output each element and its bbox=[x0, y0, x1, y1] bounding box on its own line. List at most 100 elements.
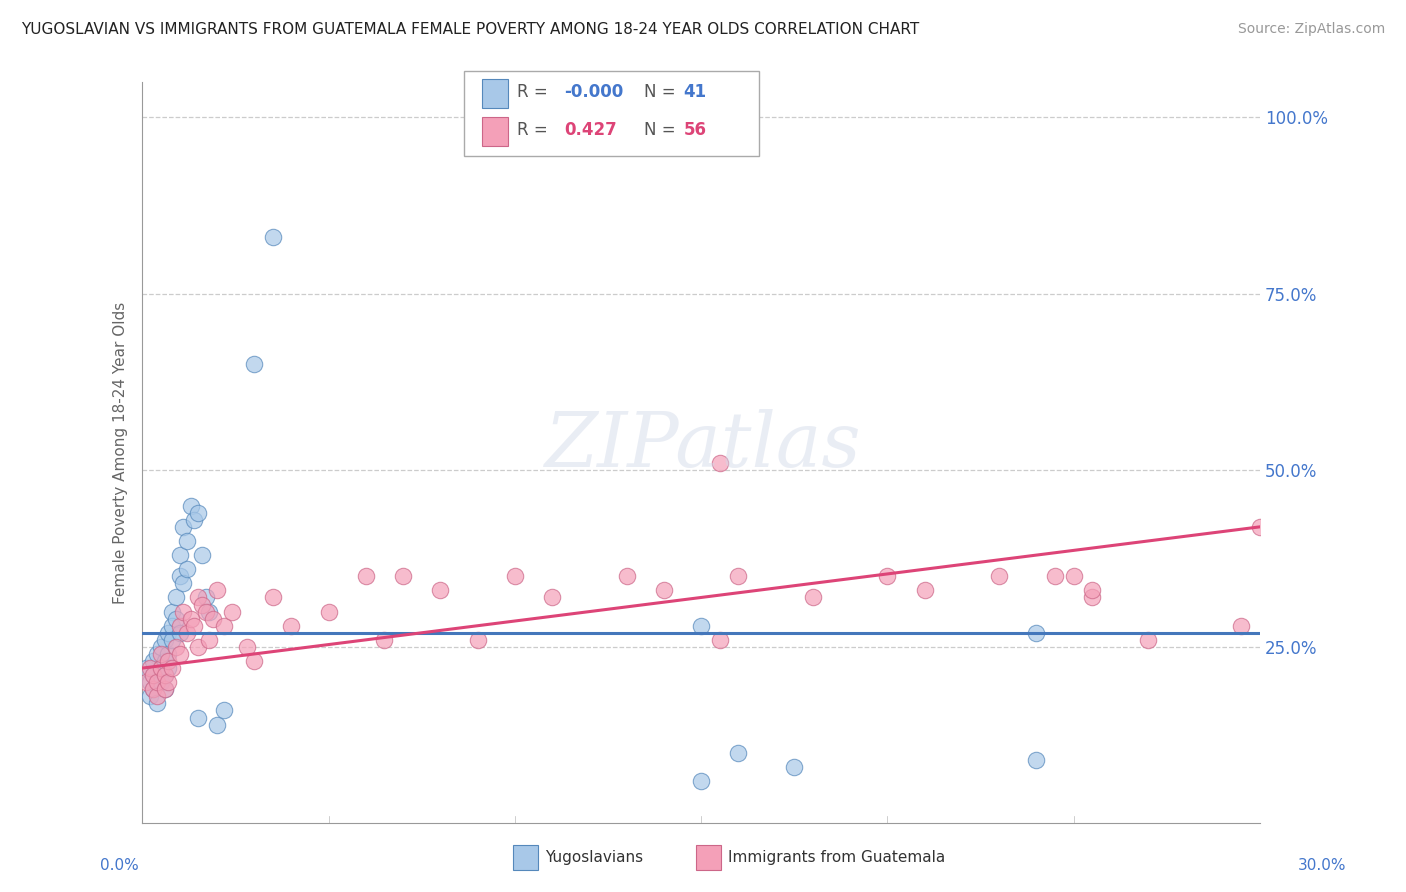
Point bbox=[153, 632, 176, 647]
Point bbox=[160, 661, 183, 675]
Point bbox=[214, 703, 236, 717]
Point bbox=[135, 661, 157, 675]
Point bbox=[153, 668, 176, 682]
Point bbox=[616, 569, 638, 583]
Point bbox=[1063, 569, 1085, 583]
Point bbox=[541, 591, 564, 605]
Point bbox=[187, 506, 209, 520]
Point bbox=[169, 625, 191, 640]
Point bbox=[988, 569, 1011, 583]
Point bbox=[727, 746, 749, 760]
Point bbox=[153, 682, 176, 697]
Point bbox=[191, 598, 214, 612]
Point bbox=[172, 605, 194, 619]
Point bbox=[467, 632, 489, 647]
Point bbox=[243, 358, 266, 372]
Point bbox=[187, 591, 209, 605]
Text: YUGOSLAVIAN VS IMMIGRANTS FROM GUATEMALA FEMALE POVERTY AMONG 18-24 YEAR OLDS CO: YUGOSLAVIAN VS IMMIGRANTS FROM GUATEMALA… bbox=[21, 22, 920, 37]
Point bbox=[914, 583, 936, 598]
Text: Yugoslavians: Yugoslavians bbox=[546, 850, 644, 864]
Point bbox=[139, 675, 162, 690]
Point bbox=[1230, 618, 1253, 632]
Text: R =: R = bbox=[517, 83, 554, 101]
Point bbox=[149, 675, 172, 690]
Point bbox=[139, 661, 162, 675]
Point bbox=[280, 618, 302, 632]
Point bbox=[160, 618, 183, 632]
Text: N =: N = bbox=[644, 83, 681, 101]
Text: 41: 41 bbox=[683, 83, 706, 101]
Point bbox=[652, 583, 675, 598]
Point bbox=[157, 675, 180, 690]
Point bbox=[142, 682, 165, 697]
Point bbox=[202, 612, 225, 626]
Point bbox=[187, 710, 209, 724]
Point bbox=[176, 625, 198, 640]
Point bbox=[169, 569, 191, 583]
Point bbox=[142, 682, 165, 697]
Point bbox=[221, 605, 243, 619]
Point bbox=[153, 654, 176, 668]
Point bbox=[139, 690, 162, 704]
Point bbox=[709, 632, 731, 647]
Point bbox=[1025, 625, 1047, 640]
Text: N =: N = bbox=[644, 120, 681, 138]
Point bbox=[214, 618, 236, 632]
Point bbox=[727, 569, 749, 583]
Point bbox=[157, 647, 180, 661]
Point bbox=[165, 640, 187, 654]
Text: 56: 56 bbox=[683, 120, 706, 138]
Point bbox=[354, 569, 377, 583]
Point bbox=[180, 499, 202, 513]
Point bbox=[153, 668, 176, 682]
Point bbox=[429, 583, 451, 598]
Point bbox=[142, 668, 165, 682]
Point bbox=[194, 605, 217, 619]
Point bbox=[373, 632, 395, 647]
Point bbox=[146, 675, 169, 690]
Y-axis label: Female Poverty Among 18-24 Year Olds: Female Poverty Among 18-24 Year Olds bbox=[114, 301, 128, 604]
Point bbox=[169, 618, 191, 632]
Point bbox=[183, 513, 205, 527]
Point bbox=[149, 640, 172, 654]
Point bbox=[1249, 520, 1271, 534]
Text: 30.0%: 30.0% bbox=[1298, 858, 1346, 872]
Point bbox=[165, 612, 187, 626]
Point bbox=[205, 717, 228, 731]
Point bbox=[191, 548, 214, 562]
Point bbox=[142, 654, 165, 668]
Point bbox=[1025, 753, 1047, 767]
Point bbox=[135, 675, 157, 690]
Text: Immigrants from Guatemala: Immigrants from Guatemala bbox=[728, 850, 946, 864]
Point bbox=[149, 661, 172, 675]
Point bbox=[783, 760, 806, 774]
Text: 0.427: 0.427 bbox=[564, 120, 617, 138]
Point bbox=[157, 654, 180, 668]
Point bbox=[1081, 591, 1104, 605]
Point bbox=[235, 640, 257, 654]
Point bbox=[194, 591, 217, 605]
Point bbox=[876, 569, 898, 583]
Point bbox=[153, 682, 176, 697]
Point bbox=[262, 230, 284, 244]
Point bbox=[503, 569, 526, 583]
Point bbox=[169, 647, 191, 661]
Point bbox=[160, 605, 183, 619]
Point bbox=[146, 690, 169, 704]
Text: 0.0%: 0.0% bbox=[100, 858, 139, 872]
Point bbox=[142, 668, 165, 682]
Point bbox=[172, 520, 194, 534]
Point bbox=[176, 562, 198, 576]
Point bbox=[198, 632, 221, 647]
Text: Source: ZipAtlas.com: Source: ZipAtlas.com bbox=[1237, 22, 1385, 37]
Text: R =: R = bbox=[517, 120, 554, 138]
Point bbox=[157, 625, 180, 640]
Point bbox=[149, 661, 172, 675]
Point bbox=[172, 576, 194, 591]
Point bbox=[1081, 583, 1104, 598]
Point bbox=[146, 647, 169, 661]
Point bbox=[318, 605, 340, 619]
Point bbox=[157, 661, 180, 675]
Text: -0.000: -0.000 bbox=[564, 83, 623, 101]
Point bbox=[1137, 632, 1160, 647]
